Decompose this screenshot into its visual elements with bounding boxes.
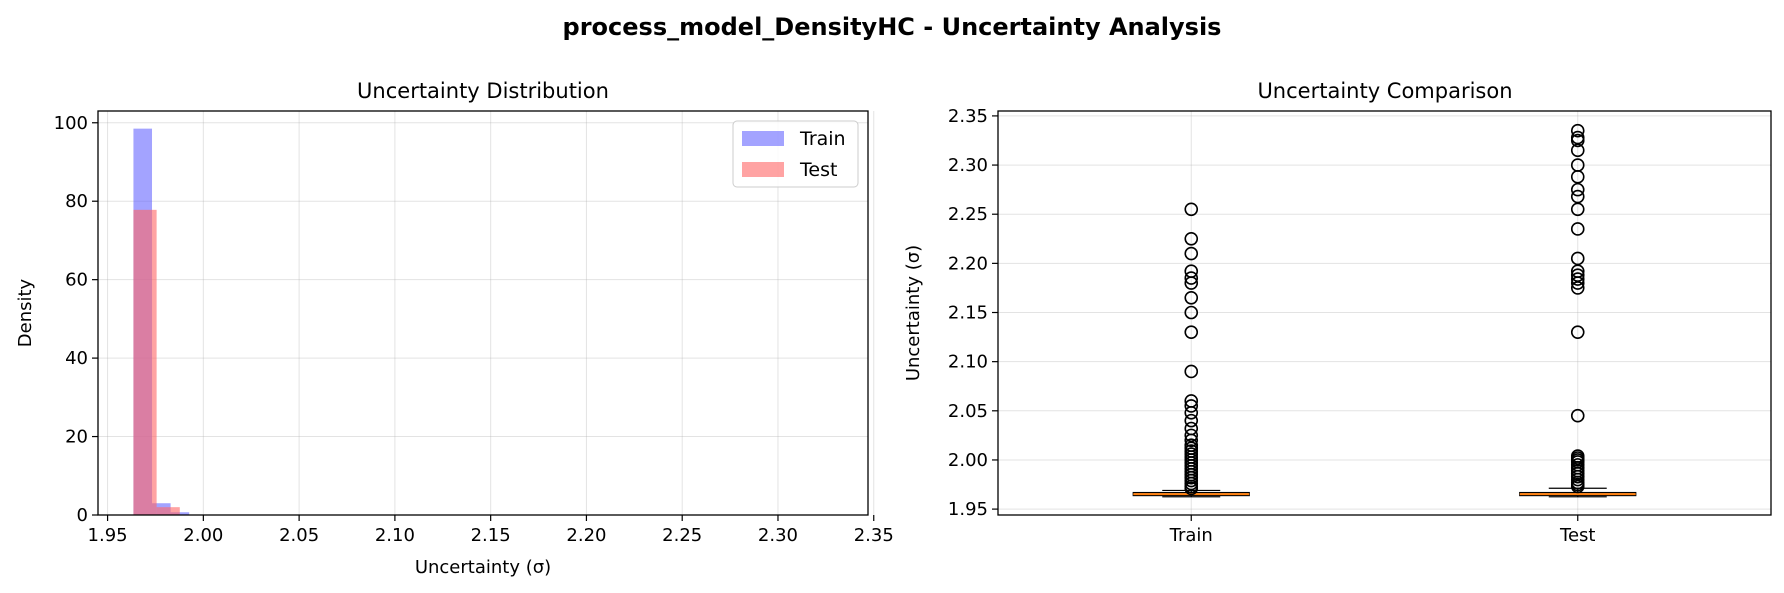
histogram-title: Uncertainty Distribution: [357, 79, 609, 103]
histogram-y-tick-label: 0: [77, 505, 88, 526]
boxplot-y-tick-label: 2.35: [948, 106, 988, 127]
histogram-x-axis-label: Uncertainty (σ): [415, 557, 551, 578]
boxplot-y-tick-label: 2.25: [948, 204, 988, 225]
boxplot-outlier-train: [1184, 271, 1199, 285]
boxplot-outlier-train: [1184, 246, 1199, 261]
boxplot-outlier-test: [1570, 182, 1585, 197]
legend-label-train: Train: [799, 128, 846, 150]
figure-title: process_model_DensityHC - Uncertainty An…: [563, 13, 1222, 41]
boxplot-box-group-test: [1519, 123, 1637, 498]
histogram-y-tick-label: 20: [65, 427, 88, 448]
histogram-bar-train: [170, 512, 190, 515]
boxplot-outlier-test: [1570, 276, 1585, 290]
boxplot-outlier-train: [1184, 305, 1199, 320]
boxplot-outlier-train: [1184, 364, 1199, 379]
histogram-legend: Train Test: [732, 120, 859, 188]
boxplot-outlier-train: [1184, 290, 1199, 305]
histogram-x-tick-label: 2.15: [471, 525, 511, 546]
histogram-plot-frame: [97, 110, 869, 516]
boxplot-outlier-test: [1570, 133, 1585, 148]
boxplot-outlier-train: [1184, 433, 1199, 448]
boxplot-outlier-test: [1570, 222, 1585, 236]
boxplot-grid: [998, 111, 1771, 515]
boxplot-title: Uncertainty Comparison: [1257, 79, 1512, 103]
histogram-chart: Uncertainty Distribution 1.95 2.00 2.05 2.1…: [15, 79, 894, 578]
histogram-y-ticks: 0 20 40 60 80 100: [54, 113, 98, 526]
histogram-x-ticks: 1.95 2.00 2.05 2.10 2.15 2.20 2.25 2.30 2.35: [88, 515, 894, 546]
boxplot-x-ticks: Train Test: [1169, 515, 1595, 546]
boxplot-outlier-test: [1570, 272, 1585, 286]
histogram-bar-test: [156, 507, 180, 515]
boxplot-y-tick-label: 2.20: [948, 253, 988, 274]
boxplot-y-ticks: 1.95 2.00 2.05 2.10 2.15 2.20 2.25 2.30 2.35: [948, 106, 998, 520]
histogram-y-axis-label: Density: [15, 278, 36, 347]
boxplot-outlier-train: [1184, 399, 1199, 413]
boxplot-x-tick-label: Train: [1169, 525, 1213, 546]
boxplot-y-tick-label: 2.05: [948, 401, 988, 422]
boxplot-y-tick-label: 2.15: [948, 303, 988, 324]
boxplot-outlier-test: [1570, 281, 1585, 295]
boxplot-y-tick-label: 2.00: [948, 450, 988, 471]
boxplot-box-group-train: [1132, 202, 1250, 498]
histogram-bars: [133, 128, 190, 515]
boxplot-outlier-train: [1184, 276, 1199, 290]
boxplot-outlier-train: [1184, 325, 1199, 339]
histogram-x-tick-label: 1.95: [88, 525, 128, 546]
histogram-x-tick-label: 2.20: [566, 525, 606, 546]
legend-swatch-train: [742, 131, 784, 146]
histogram-y-tick-label: 60: [65, 270, 88, 291]
boxplot-outlier-train: [1184, 231, 1199, 246]
boxplot-outlier-train: [1184, 202, 1199, 217]
boxplot-outlier-train: [1184, 405, 1199, 420]
histogram-x-tick-label: 2.00: [183, 525, 223, 546]
histogram-bar-test: [133, 209, 157, 515]
boxplot-y-tick-label: 2.10: [948, 352, 988, 373]
histogram-x-tick-label: 2.25: [662, 525, 702, 546]
boxplot-outlier-train: [1184, 481, 1199, 496]
boxplot-y-tick-label: 1.95: [948, 499, 988, 520]
histogram-y-tick-label: 80: [65, 191, 88, 212]
boxplot-y-axis-label: Uncertainty (σ): [903, 245, 924, 381]
histogram-x-tick-label: 2.10: [375, 525, 415, 546]
boxplot-outlier-test: [1570, 123, 1585, 138]
legend-swatch-test: [742, 162, 784, 177]
histogram-y-tick-label: 100: [54, 113, 88, 134]
boxplot-y-tick-label: 2.30: [948, 155, 988, 176]
boxplot-outlier-test: [1570, 479, 1585, 494]
histogram-x-tick-label: 2.05: [279, 525, 319, 546]
boxplot-outlier-test: [1570, 408, 1585, 423]
histogram-y-tick-label: 40: [65, 348, 88, 369]
histogram-x-tick-label: 2.30: [758, 525, 798, 546]
legend-label-test: Test: [799, 159, 837, 181]
boxplot-chart: Uncertainty Comparison Train Test 1.95 2.0…: [903, 79, 1772, 546]
boxplot-outlier-test: [1570, 143, 1585, 158]
boxplot-outlier-train: [1184, 413, 1199, 428]
boxplot-outlier-test: [1570, 202, 1585, 217]
boxplot-outlier-test: [1570, 325, 1585, 339]
histogram-x-tick-label: 2.35: [854, 525, 894, 546]
boxplot-x-tick-label: Test: [1559, 525, 1595, 546]
boxplot-boxes: [1132, 123, 1637, 498]
